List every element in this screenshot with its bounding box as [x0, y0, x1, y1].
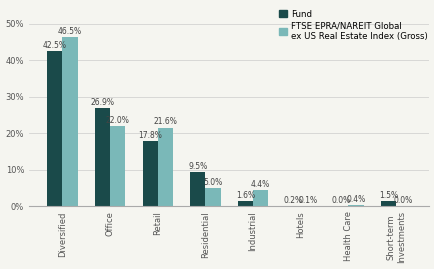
Bar [205, 188, 220, 207]
Text: 21.6%: 21.6% [153, 118, 177, 126]
Bar [190, 172, 205, 207]
Text: 42.5%: 42.5% [43, 41, 67, 50]
Text: 0.1%: 0.1% [298, 196, 317, 205]
Bar [158, 128, 173, 207]
Text: 1.6%: 1.6% [235, 190, 254, 200]
Text: 17.8%: 17.8% [138, 131, 162, 140]
Text: 0.2%: 0.2% [283, 196, 302, 205]
Bar [285, 206, 300, 207]
Bar [237, 201, 253, 207]
Text: 26.9%: 26.9% [90, 98, 114, 107]
Bar [300, 206, 315, 207]
Text: 4.4%: 4.4% [250, 180, 270, 189]
Text: 0.4%: 0.4% [345, 195, 365, 204]
Bar [142, 141, 158, 207]
Text: 9.5%: 9.5% [188, 162, 207, 171]
Text: 0.0%: 0.0% [330, 196, 349, 205]
Bar [62, 37, 78, 207]
Legend: Fund, FTSE EPRA/NAREIT Global
ex US Real Estate Index (Gross): Fund, FTSE EPRA/NAREIT Global ex US Real… [276, 8, 428, 42]
Text: 1.5%: 1.5% [378, 191, 397, 200]
Text: 0.0%: 0.0% [393, 196, 412, 205]
Bar [348, 205, 363, 207]
Bar [253, 190, 268, 207]
Bar [110, 126, 125, 207]
Text: 5.0%: 5.0% [203, 178, 222, 187]
Bar [47, 51, 62, 207]
Bar [95, 108, 110, 207]
Text: 46.5%: 46.5% [58, 27, 82, 36]
Bar [380, 201, 395, 207]
Text: 22.0%: 22.0% [105, 116, 129, 125]
